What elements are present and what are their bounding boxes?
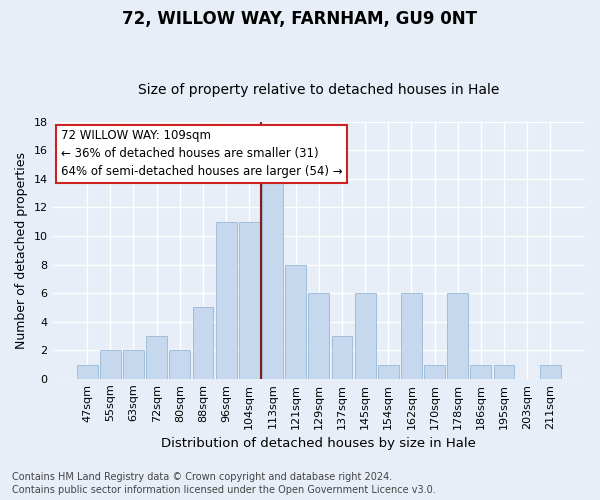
Bar	[494, 364, 514, 379]
Bar	[262, 164, 283, 379]
Text: 72, WILLOW WAY, FARNHAM, GU9 0NT: 72, WILLOW WAY, FARNHAM, GU9 0NT	[122, 10, 478, 28]
Bar	[401, 293, 422, 379]
Bar	[216, 222, 236, 379]
Bar	[77, 364, 98, 379]
Bar	[378, 364, 398, 379]
Bar	[332, 336, 352, 379]
Bar	[169, 350, 190, 379]
Bar	[193, 308, 214, 379]
Bar	[100, 350, 121, 379]
X-axis label: Distribution of detached houses by size in Hale: Distribution of detached houses by size …	[161, 437, 476, 450]
Bar	[239, 222, 260, 379]
Bar	[540, 364, 561, 379]
Bar	[355, 293, 376, 379]
Text: Contains HM Land Registry data © Crown copyright and database right 2024.
Contai: Contains HM Land Registry data © Crown c…	[12, 472, 436, 495]
Bar	[146, 336, 167, 379]
Bar	[424, 364, 445, 379]
Title: Size of property relative to detached houses in Hale: Size of property relative to detached ho…	[138, 83, 499, 97]
Bar	[470, 364, 491, 379]
Bar	[308, 293, 329, 379]
Bar	[285, 264, 306, 379]
Y-axis label: Number of detached properties: Number of detached properties	[15, 152, 28, 349]
Text: 72 WILLOW WAY: 109sqm
← 36% of detached houses are smaller (31)
64% of semi-deta: 72 WILLOW WAY: 109sqm ← 36% of detached …	[61, 130, 342, 178]
Bar	[448, 293, 468, 379]
Bar	[123, 350, 144, 379]
